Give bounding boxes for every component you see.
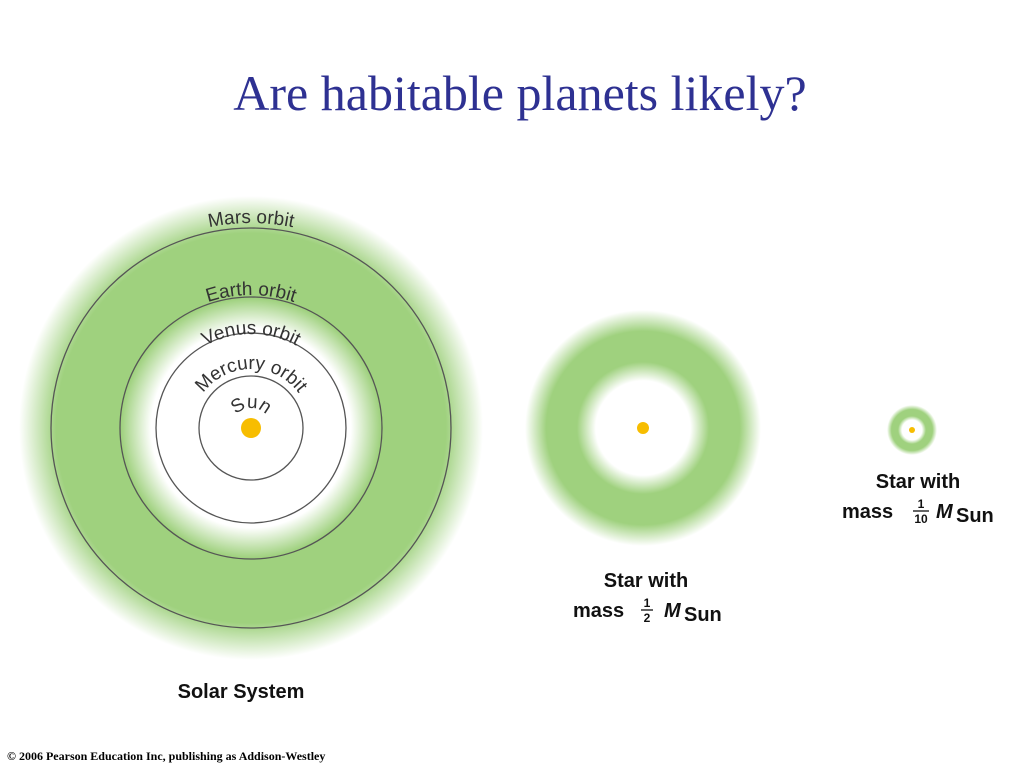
title: Are habitable planets likely? bbox=[233, 65, 806, 121]
copyright: © 2006 Pearson Education Inc, publishing… bbox=[7, 749, 325, 763]
mass-symbol: M bbox=[936, 501, 954, 523]
denominator: 2 bbox=[644, 611, 651, 625]
denominator: 10 bbox=[914, 512, 928, 526]
star bbox=[909, 427, 915, 433]
caption-line: Star with bbox=[876, 471, 960, 493]
star bbox=[637, 422, 649, 434]
solar-system-label: Solar System bbox=[178, 681, 305, 703]
caption-prefix: mass bbox=[573, 600, 624, 622]
numerator: 1 bbox=[918, 497, 925, 511]
earth-orbit bbox=[119, 296, 383, 560]
numerator: 1 bbox=[644, 596, 651, 610]
caption-line: Star with bbox=[604, 570, 688, 592]
sun bbox=[241, 418, 261, 438]
mass-subscript: Sun bbox=[684, 604, 722, 626]
mass-subscript: Sun bbox=[956, 505, 994, 527]
mass-symbol: M bbox=[664, 600, 682, 622]
venus-orbit bbox=[155, 332, 347, 524]
caption-prefix: mass bbox=[842, 501, 893, 523]
mercury-orbit bbox=[198, 375, 304, 481]
mars-orbit bbox=[50, 227, 452, 629]
